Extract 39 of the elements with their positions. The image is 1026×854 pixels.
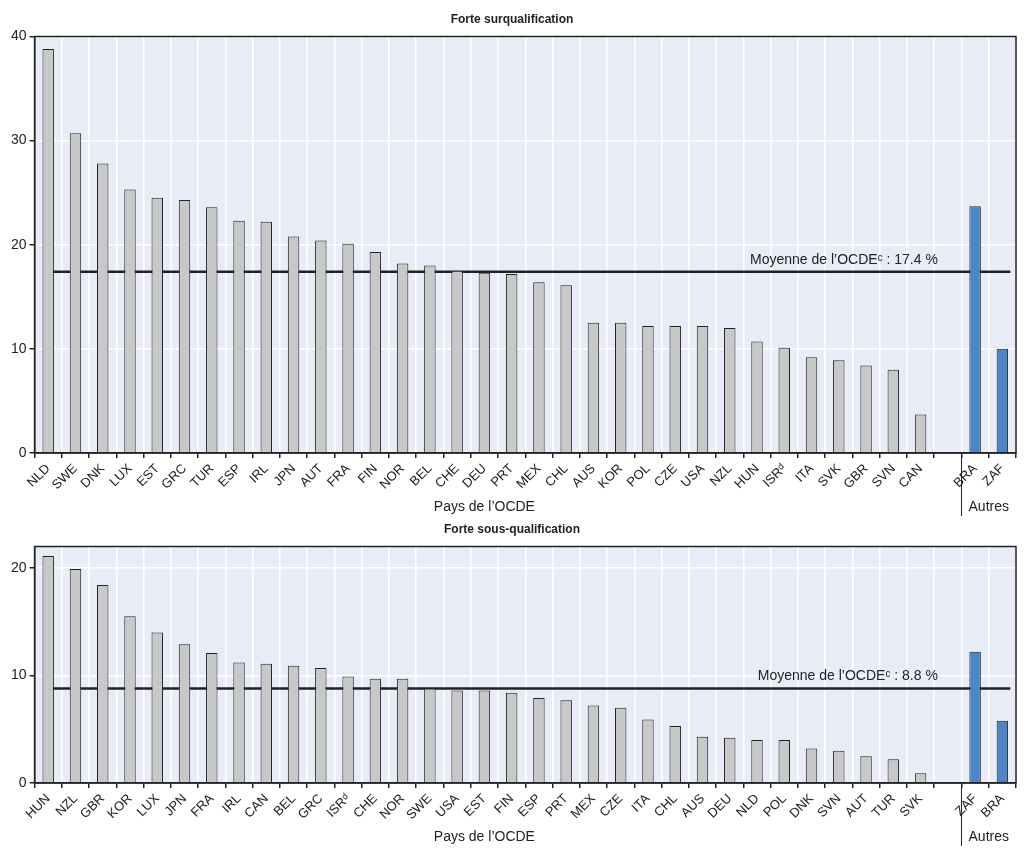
x-tick-label: NZL: [52, 790, 81, 819]
ref-line-label: Moyenne de l’OCDEᶜ : 17.4 %: [750, 250, 938, 267]
x-tick-label: POL: [623, 460, 653, 490]
x-tick-label: TUR: [868, 790, 898, 821]
chart-title: Forte surqualification: [450, 11, 574, 26]
y-tick-label: 40: [10, 27, 27, 44]
x-tick-label: POL: [759, 790, 789, 820]
x-tick-label: BRA: [950, 460, 980, 491]
x-tick-label: ITA: [791, 460, 817, 485]
x-tick-label: USA: [432, 790, 463, 821]
y-tick-label: 0: [18, 773, 27, 790]
x-tick-label: IRL: [246, 460, 271, 486]
x-tick-label: BEL: [406, 460, 435, 489]
text: Pays de l’OCDE: [433, 497, 535, 514]
x-tick-label: NLD: [23, 460, 53, 490]
y-tick-label: 0: [18, 443, 27, 460]
x-tick-label: BEL: [270, 790, 299, 819]
x-tick-label: CHL: [541, 460, 571, 490]
text: Autres: [968, 827, 1009, 844]
x-tick-label: TUR: [186, 460, 217, 491]
text: Autres: [968, 497, 1009, 514]
y-tick-label: 20: [10, 558, 27, 575]
y-tick-label: 10: [10, 666, 27, 683]
x-tick-label: ITA: [628, 790, 653, 815]
text: Pays de l’OCDE: [433, 827, 535, 844]
x-tick-label: FRA: [187, 790, 217, 820]
x-tick-label: FRA: [323, 460, 353, 490]
ref-line-label: Moyenne de l’OCDEᶜ : 8.8 %: [757, 667, 938, 684]
x-tick-label: FIN: [490, 790, 517, 817]
x-tick-label: NZL: [706, 460, 735, 489]
y-tick-label: 10: [10, 339, 27, 356]
chart-title: Forte sous-qualification: [443, 521, 581, 536]
x-tick-label: IRL: [218, 790, 244, 816]
x-tick-label: CHL: [650, 790, 680, 820]
y-tick-label: 30: [10, 131, 27, 148]
x-tick-label: NLD: [732, 790, 762, 820]
x-tick-label: FIN: [354, 460, 380, 487]
x-tick-label: BRA: [977, 790, 1008, 821]
y-tick-label: 20: [10, 235, 27, 252]
